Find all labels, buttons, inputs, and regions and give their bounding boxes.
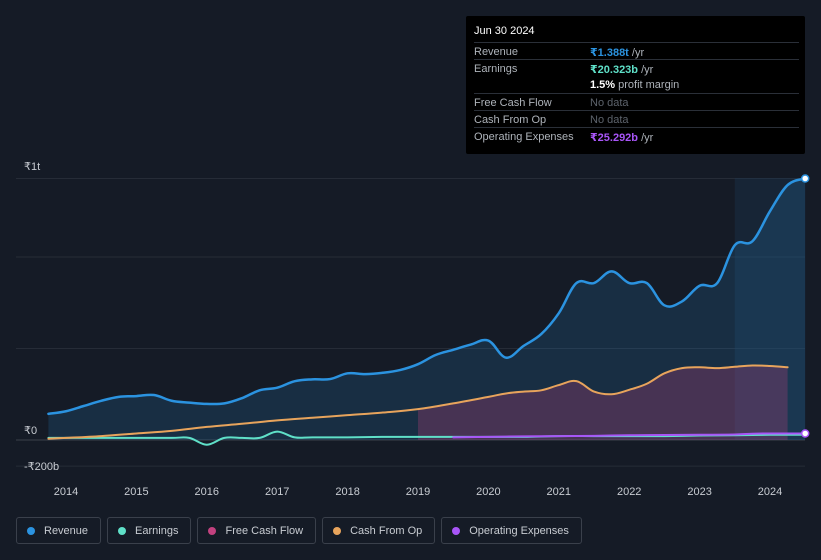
tooltip-row: Earnings ₹20.323b /yr bbox=[474, 59, 799, 77]
y-tick-label: ₹1t bbox=[24, 161, 40, 173]
tooltip-row: Operating Expenses ₹25.292b /yr bbox=[474, 127, 799, 145]
legend-label: Operating Expenses bbox=[469, 524, 569, 537]
x-tick-label: 2017 bbox=[265, 486, 289, 498]
revenue-line bbox=[47, 177, 807, 416]
x-tick-label: 2016 bbox=[195, 486, 219, 498]
tooltip: Jun 30 2024 Revenue ₹1.388t /yr Earnings ₹2… bbox=[466, 16, 805, 154]
tooltip-row-value: 1.5% profit margin bbox=[590, 79, 680, 91]
y-tick-label: -₹200b bbox=[24, 461, 59, 473]
legend-label: Cash From Op bbox=[350, 524, 423, 537]
tooltip-row-value: No data bbox=[590, 114, 629, 126]
legend-dot-icon bbox=[27, 526, 35, 535]
x-tick-label: 2024 bbox=[758, 486, 782, 498]
series-lines bbox=[47, 177, 807, 446]
x-tick-label: 2015 bbox=[124, 486, 148, 498]
legend-item-revenue[interactable]: Revenue bbox=[16, 517, 102, 544]
x-axis: 2014 2015 2016 2017 2018 2019 2020 2021 2022 2023… bbox=[54, 486, 782, 498]
x-tick-label: 2018 bbox=[335, 486, 359, 498]
y-tick-label: ₹0 bbox=[24, 425, 37, 437]
legend: Revenue Earnings Free Cash Flow Cash From O… bbox=[16, 517, 582, 544]
x-tick-label: 2022 bbox=[617, 486, 641, 498]
legend-item-earnings[interactable]: Earnings bbox=[107, 517, 192, 544]
legend-dot-icon bbox=[208, 526, 217, 535]
cash-from-op-area bbox=[418, 365, 788, 440]
tooltip-row-value: No data bbox=[590, 97, 629, 109]
legend-item-free-cash-flow[interactable]: Free Cash Flow bbox=[197, 517, 317, 544]
tooltip-row-label: Revenue bbox=[474, 46, 519, 58]
x-tick-label: 2021 bbox=[547, 486, 571, 498]
tooltip-date: Jun 30 2024 bbox=[474, 25, 535, 37]
operating-expenses-end-marker bbox=[800, 429, 810, 438]
forecast-highlight-band bbox=[734, 178, 805, 440]
tooltip-row: Cash From Op No data bbox=[474, 110, 799, 128]
x-tick-label: 2020 bbox=[476, 486, 500, 498]
legend-label: Free Cash Flow bbox=[225, 524, 304, 537]
tooltip-row-label: Cash From Op bbox=[474, 114, 547, 126]
cash-from-op-line bbox=[47, 364, 789, 440]
legend-dot-icon bbox=[333, 526, 342, 535]
tooltip-row-value: ₹25.292b /yr bbox=[590, 132, 654, 144]
legend-dot-icon bbox=[452, 526, 461, 535]
tooltip-row-value: ₹1.388t /yr bbox=[590, 47, 645, 59]
area-fills bbox=[48, 178, 806, 440]
legend-label: Earnings bbox=[135, 524, 179, 537]
tooltip-row-value: ₹20.323b /yr bbox=[590, 64, 654, 76]
tooltip-row-label: Operating Expenses bbox=[474, 131, 574, 143]
legend-item-operating-expenses[interactable]: Operating Expenses bbox=[441, 517, 582, 544]
legend-dot-icon bbox=[118, 526, 127, 535]
gridlines bbox=[16, 178, 805, 467]
end-markers bbox=[800, 174, 810, 438]
legend-item-cash-from-op[interactable]: Cash From Op bbox=[322, 517, 436, 544]
x-tick-label: 2014 bbox=[54, 486, 78, 498]
tooltip-row-label: Earnings bbox=[474, 63, 518, 75]
earnings-line bbox=[47, 430, 807, 446]
legend-label: Revenue bbox=[44, 524, 89, 537]
operating-expenses-line bbox=[452, 432, 807, 439]
tooltip-row: Revenue ₹1.388t /yr bbox=[474, 42, 799, 60]
y-axis: ₹1t ₹0 -₹200b bbox=[24, 161, 59, 473]
x-tick-label: 2023 bbox=[687, 486, 711, 498]
revenue-end-marker bbox=[800, 174, 810, 183]
x-tick-label: 2019 bbox=[406, 486, 430, 498]
revenue-area bbox=[48, 178, 806, 440]
tooltip-row: Free Cash Flow No data bbox=[474, 93, 799, 111]
tooltip-row-label: Free Cash Flow bbox=[474, 97, 552, 109]
tooltip-row: 1.5% profit margin bbox=[474, 76, 799, 93]
